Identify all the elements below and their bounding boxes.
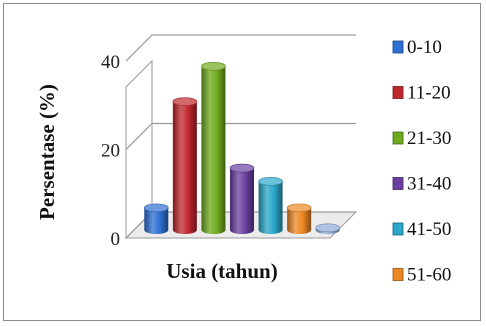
bar-41-50 (258, 177, 283, 234)
y-tick-label: 40 (101, 52, 120, 73)
bar-61-70 (315, 223, 341, 234)
legend-swatch (392, 177, 404, 190)
y-axis-title: Persentase (%) (35, 84, 59, 220)
x-axis-title: Usia (tahun) (166, 259, 277, 283)
legend-item-51-60: 51-60 (392, 265, 451, 286)
legend-label: 41-50 (407, 219, 451, 240)
legend-item-0-10: 0-10 (392, 37, 442, 58)
bar-21-30 (201, 61, 226, 235)
legend-item-21-30: 21-30 (392, 128, 451, 149)
chart-frame (3, 3, 481, 321)
legend-label: 51-60 (407, 265, 451, 286)
y-tick-labels: 0 20 40 (101, 52, 120, 250)
legend-swatch (392, 86, 404, 99)
bar-11-20 (172, 97, 198, 234)
legend-label: 31-40 (407, 174, 451, 195)
bar-31-40 (229, 163, 255, 234)
legend-swatch (392, 131, 404, 145)
gridline (125, 34, 356, 62)
legend-swatch (392, 268, 404, 281)
gridline (125, 122, 356, 150)
legend-item-31-40: 31-40 (392, 174, 451, 195)
legend-label: 11-20 (407, 83, 451, 104)
y-tick-label: 0 (111, 229, 121, 250)
y-tick-label: 20 (101, 141, 120, 162)
legend: 0-10 11-20 21-30 31-40 41-50 51-60 (392, 37, 451, 286)
legend-swatch (392, 222, 404, 236)
bar-0-10 (143, 203, 169, 234)
legend-swatch (392, 40, 404, 54)
legend-label: 0-10 (407, 37, 442, 58)
legend-item-11-20: 11-20 (392, 83, 451, 104)
legend-label: 21-30 (407, 128, 451, 149)
bars (143, 61, 341, 235)
legend-item-41-50: 41-50 (392, 219, 451, 240)
bar-51-60 (286, 203, 312, 234)
